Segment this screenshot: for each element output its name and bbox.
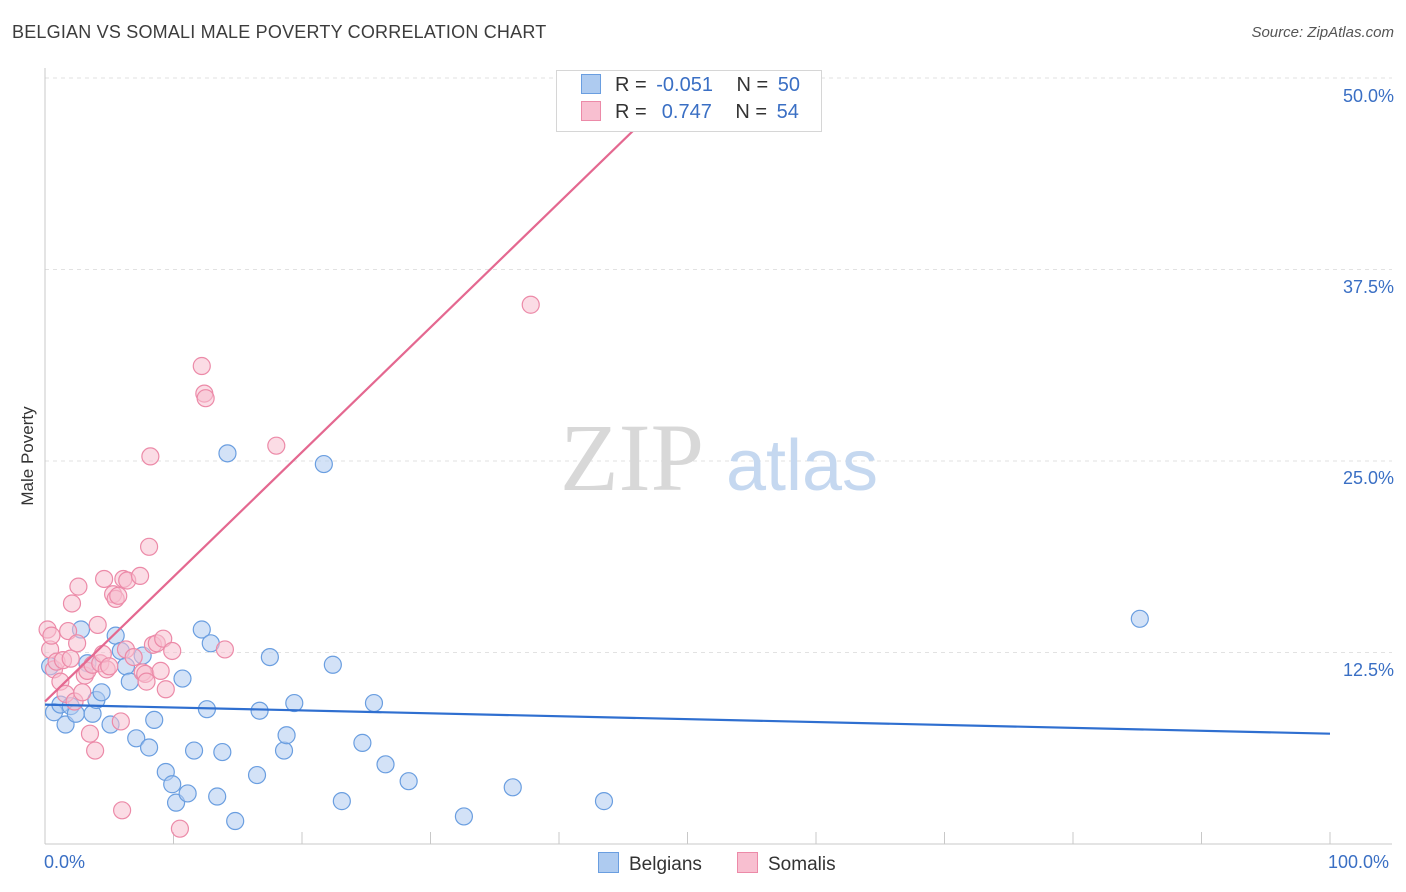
legend-n-value-belgians: 50 [777,74,801,96]
bottom-legend-somalis: Somalis [737,852,836,876]
belgian-point [364,693,384,713]
somali-trend-line [44,77,689,703]
somali-point [68,634,87,653]
somali-swatch-icon [737,852,758,873]
belgian-point [192,620,211,639]
somali-point [267,436,286,455]
somali-swatch-icon [581,101,601,121]
somali-point [170,819,190,838]
legend-n-label: N = [735,101,768,123]
belgian-point [218,444,237,463]
belgian-point [503,778,522,797]
somali-point [73,683,92,702]
watermark-atlas: atlas [726,426,878,506]
somali-point [112,801,132,820]
somali-point [86,741,105,760]
legend-n-value-somalis: 54 [776,101,799,123]
somali-point [109,586,128,605]
somali-point [154,629,173,648]
belgian-swatch-icon [598,852,619,873]
belgian-point [247,765,267,785]
belgian-point [127,729,146,748]
somali-point [124,647,143,667]
belgian-swatch-icon [581,74,601,94]
somali-point [215,640,234,659]
bottom-legend-belgians: Belgians [598,852,702,876]
belgian-point [260,647,279,667]
somali-point [163,641,182,661]
somali-point [521,295,540,314]
legend-row-somalis: R = 0.747 N = 54 [581,101,799,127]
belgian-point [274,741,294,760]
belgian-point [353,733,372,752]
somali-point [42,626,61,645]
belgian-point [213,742,232,762]
somali-point [151,661,170,680]
somali-point [88,615,107,635]
source-label: Source: ZipAtlas.com [1251,24,1394,41]
belgian-point [323,655,342,674]
belgian-point [594,792,614,811]
trend-lines [44,77,1331,735]
belgian-point [184,741,204,760]
bottom-legend-belgians-label: Belgians [629,854,702,875]
legend-row-belgians: R = -0.051 N = 50 [581,74,800,100]
belgian-point [163,775,182,794]
belgian-point [173,669,192,688]
somali-point [139,537,159,556]
belgian-point [226,811,245,831]
somali-point [141,447,160,466]
somali-point [137,672,156,691]
somali-point [69,577,88,596]
belgian-point [250,701,269,720]
y-tick-label-25: 25.0% [1342,468,1394,488]
legend-r-value-somalis: 0.747 [656,101,712,123]
belgian-point [277,726,296,745]
somali-point [61,649,80,668]
belgian-point [178,784,197,803]
y-tick-label-12-5: 12.5% [1342,660,1394,680]
y-axis-label: Male Poverty [18,406,37,506]
somali-point [111,712,130,731]
somali-point [100,657,119,676]
chart-title: BELGIAN VS SOMALI MALE POVERTY CORRELATI… [12,22,547,42]
belgian-point [208,787,227,806]
belgian-point [376,755,395,774]
somali-point [156,680,175,699]
belgian-point [454,807,474,826]
legend-r-value-belgians: -0.051 [656,74,713,96]
belgian-point [145,710,164,730]
belgian-point [314,454,333,474]
x-tick-label-min: 0.0% [44,852,86,872]
belgian-trend-line [44,703,1331,735]
belgian-point [1130,609,1149,628]
watermark-zip: ZIP [560,404,704,511]
belgian-point [399,772,418,791]
belgian-point [139,738,159,757]
legend-r-label: R = [615,74,647,96]
somali-point [59,621,78,641]
somali-point [130,566,150,586]
belgian-point [332,792,351,811]
correlation-legend: R = -0.051 N = 50 R = 0.747 N = 54 [556,70,822,132]
grid-layer [44,68,1392,845]
somali-point [196,389,215,408]
y-tick-label-50: 50.0% [1342,86,1394,106]
legend-r-label: R = [615,101,647,123]
y-tick-label-37-5: 37.5% [1342,277,1394,297]
bottom-legend-somalis-label: Somalis [768,854,836,875]
somali-point [95,569,114,589]
somali-point [80,724,100,743]
legend-n-label: N = [736,74,769,96]
somali-points [38,295,540,838]
belgian-point [285,693,304,713]
somali-point [62,594,82,613]
x-tick-label-max: 100.0% [1328,852,1390,872]
somali-point [192,356,211,376]
belgian-point [92,683,111,702]
